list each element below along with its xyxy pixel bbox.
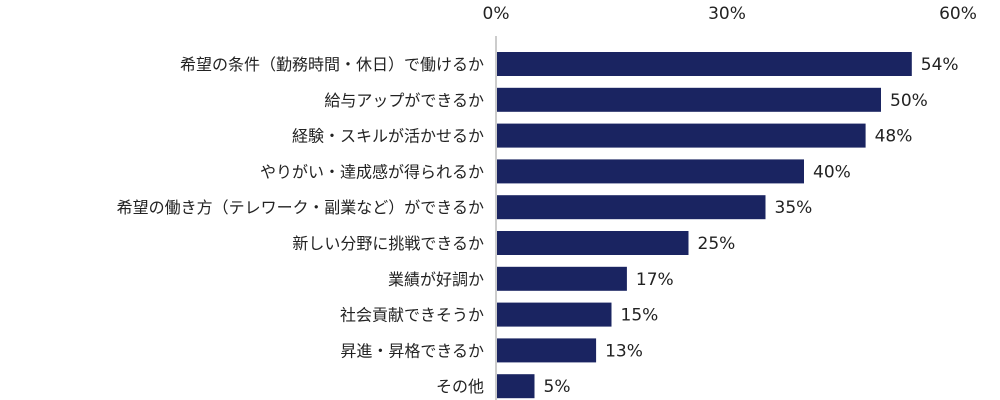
bar (497, 266, 627, 291)
value-label: 48% (875, 127, 913, 147)
bar (497, 52, 912, 76)
bar (497, 338, 597, 363)
x-axis-ticks: 0% 30% 60% (483, 4, 977, 24)
value-label: 25% (698, 234, 736, 254)
bar (497, 374, 535, 399)
value-label: 54% (921, 55, 959, 75)
value-label: 15% (621, 306, 659, 326)
category-label: 経験・スキルが活かせるか (292, 127, 484, 146)
value-label: 35% (775, 198, 813, 218)
category-label: 希望の働き方（テレワーク・副業など）ができるか (117, 198, 484, 217)
bar (497, 87, 881, 112)
bar (497, 123, 866, 148)
bar (497, 302, 612, 327)
x-tick-label: 0% (483, 4, 510, 24)
value-label: 40% (813, 162, 851, 182)
category-label: 新しい分野に挑戦できるか (292, 234, 484, 253)
category-labels: 希望の条件（勤務時間・休日）で働けるか給与アップができるか経験・スキルが活かせる… (117, 55, 484, 396)
category-label: 希望の条件（勤務時間・休日）で働けるか (180, 55, 484, 74)
category-label: 給与アップができるか (324, 91, 484, 110)
x-tick-label: 30% (708, 4, 746, 24)
bar (497, 159, 804, 184)
value-label: 50% (890, 91, 928, 111)
value-label: 13% (605, 341, 643, 361)
category-label: 社会貢献できそうか (340, 306, 484, 325)
value-label: 5% (544, 377, 571, 397)
category-label: やりがい・達成感が得られるか (260, 162, 484, 181)
value-labels: 54% 50% 48% 40%35% 25% 17% 15% 13% 5% (544, 55, 959, 397)
x-tick-label: 60% (939, 4, 977, 24)
bar (497, 195, 766, 220)
value-label: 17% (636, 270, 674, 290)
bar (497, 231, 689, 255)
category-label: 業績が好調か (388, 270, 484, 289)
category-label: その他 (436, 377, 484, 396)
category-label: 昇進・昇格できるか (340, 341, 484, 360)
bars (497, 52, 912, 399)
